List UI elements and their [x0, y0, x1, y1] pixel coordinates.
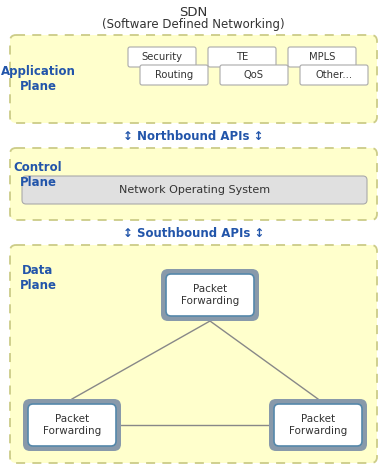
- FancyBboxPatch shape: [10, 245, 377, 463]
- FancyBboxPatch shape: [22, 176, 367, 204]
- Text: Routing: Routing: [155, 70, 193, 80]
- FancyBboxPatch shape: [128, 47, 196, 67]
- Text: Packet
Forwarding: Packet Forwarding: [181, 284, 239, 306]
- FancyBboxPatch shape: [10, 35, 377, 123]
- FancyBboxPatch shape: [10, 148, 377, 220]
- FancyBboxPatch shape: [161, 269, 259, 321]
- Text: Control
Plane: Control Plane: [14, 161, 62, 189]
- Text: Security: Security: [142, 52, 183, 62]
- Text: QoS: QoS: [244, 70, 264, 80]
- FancyBboxPatch shape: [208, 47, 276, 67]
- FancyBboxPatch shape: [288, 47, 356, 67]
- Text: Packet
Forwarding: Packet Forwarding: [289, 414, 347, 436]
- FancyBboxPatch shape: [166, 274, 254, 316]
- Text: Other...: Other...: [315, 70, 353, 80]
- Text: ipcisco.com: ipcisco.com: [203, 353, 277, 388]
- FancyBboxPatch shape: [274, 404, 362, 446]
- Text: ipcisco.com: ipcisco.com: [93, 428, 167, 463]
- Text: SDN: SDN: [180, 6, 207, 18]
- Text: TE: TE: [236, 52, 248, 62]
- FancyBboxPatch shape: [28, 404, 116, 446]
- Text: Application
Plane: Application Plane: [0, 65, 75, 93]
- Text: ↕ Northbound APIs ↕: ↕ Northbound APIs ↕: [123, 129, 264, 143]
- Text: Packet
Forwarding: Packet Forwarding: [43, 414, 101, 436]
- Text: Network Operating System: Network Operating System: [119, 185, 270, 195]
- Text: ↕ Southbound APIs ↕: ↕ Southbound APIs ↕: [123, 227, 264, 239]
- Text: (Software Defined Networking): (Software Defined Networking): [102, 18, 285, 30]
- FancyBboxPatch shape: [23, 399, 121, 451]
- Text: MPLS: MPLS: [309, 52, 335, 62]
- FancyBboxPatch shape: [140, 65, 208, 85]
- FancyBboxPatch shape: [220, 65, 288, 85]
- FancyBboxPatch shape: [269, 399, 367, 451]
- Text: Data
Plane: Data Plane: [19, 264, 57, 292]
- FancyBboxPatch shape: [300, 65, 368, 85]
